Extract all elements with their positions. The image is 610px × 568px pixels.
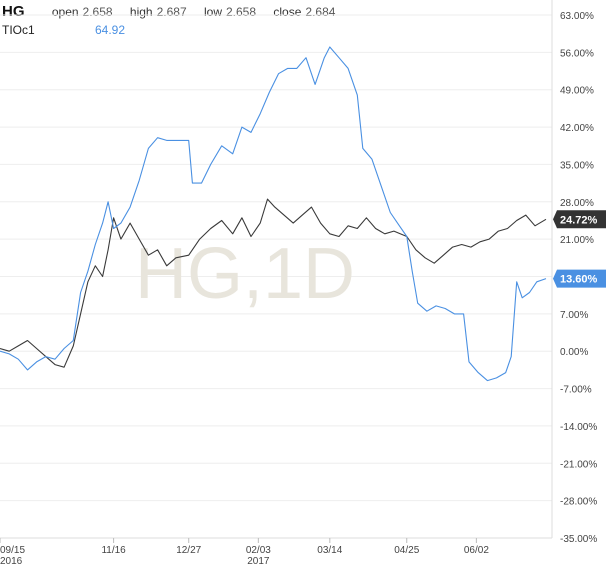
watermark: HG,1D [135,234,355,314]
y-tick-label: 7.00% [560,310,588,321]
x-tick-label: 02/03 [246,545,271,556]
series-lines [0,46,547,382]
y-tick-label: -35.00% [560,534,597,545]
y-tick-label: -7.00% [560,385,592,396]
last-value-tags: 24.72% 13.60% [553,210,606,288]
y-tick-label: -21.00% [560,459,597,470]
symbol-label: HG [2,3,25,20]
compare-legend: TIOc1 64.92 [2,23,125,37]
x-tick-sublabel: 2016 [0,556,23,567]
x-tick-label: 03/14 [317,545,342,556]
y-tick-label: 49.00% [560,86,594,97]
last-value-tag-tioc1: 13.60% [553,269,606,288]
x-tick-label: 09/15 [0,545,25,556]
x-tick-sublabel: 2017 [247,556,270,567]
y-tick-label: 56.00% [560,48,594,59]
y-tick-label: 28.00% [560,198,594,209]
y-tick-label: 35.00% [560,160,594,171]
y-tick-label: -28.00% [560,497,597,508]
x-tick-label: 04/25 [394,545,419,556]
x-tick-label: 11/16 [101,545,126,556]
grid [0,14,552,539]
compare-symbol: TIOc1 [2,23,35,37]
last-value-tag-hg: 24.72% [553,210,606,229]
last-value-label: 13.60% [560,274,598,286]
y-tick-label: 42.00% [560,123,594,134]
series-line-tioc1 [0,46,547,382]
y-tick-label: 63.00% [560,11,594,22]
x-tick-label: 06/02 [464,545,489,556]
y-tick-label: -14.00% [560,422,597,433]
y-tick-label: 0.00% [560,347,588,358]
y-tick-label: 21.00% [560,235,594,246]
series-line-hg [0,198,547,368]
x-tick-label: 12/27 [176,545,201,556]
last-value-label: 24.72% [560,214,598,226]
compare-value: 64.92 [95,23,126,37]
